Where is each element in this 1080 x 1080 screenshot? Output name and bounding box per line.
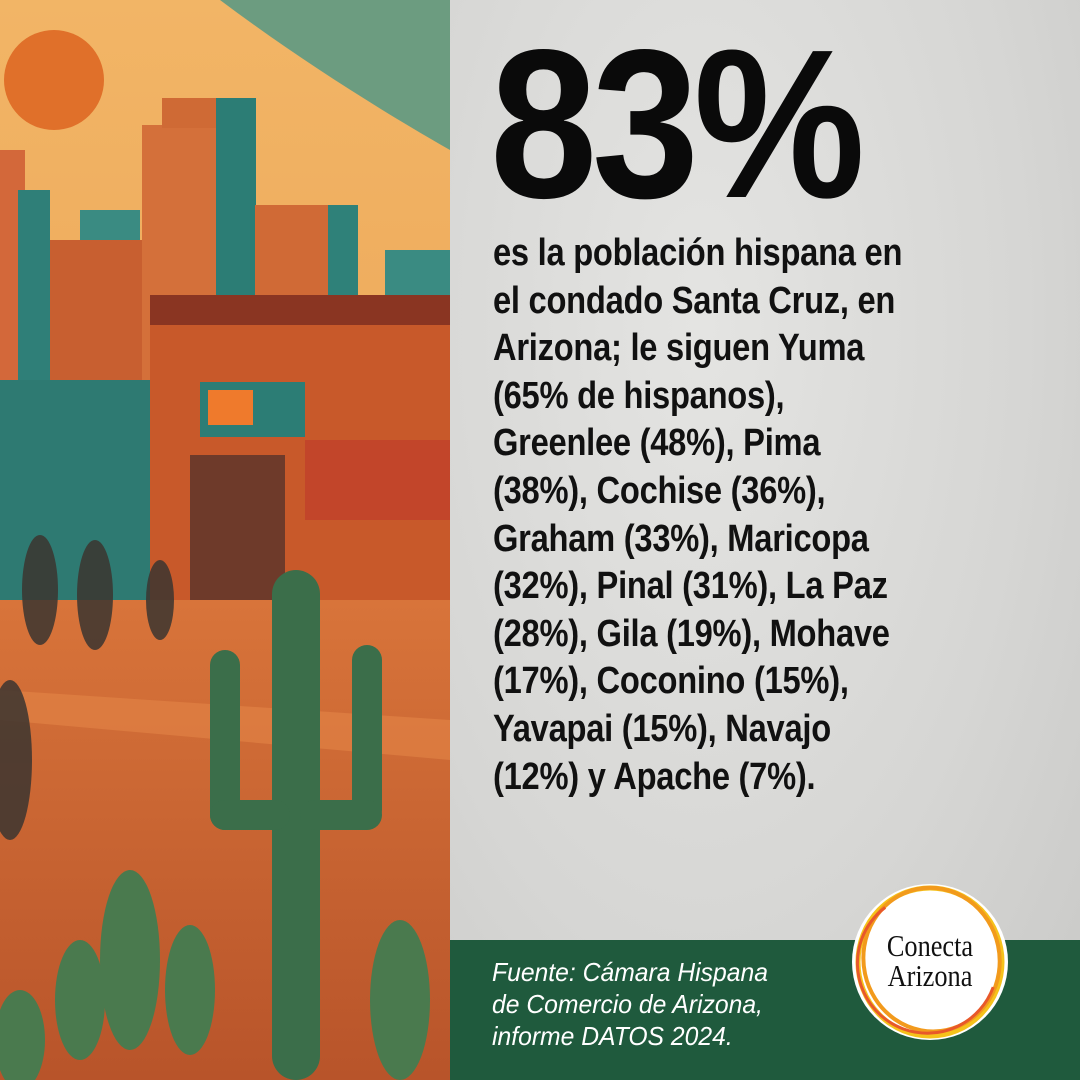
body-line: Greenlee (48%), Pima: [493, 422, 821, 465]
body-line: es la población hispana en: [493, 232, 903, 274]
body-line: (32%), Pinal (31%), La Paz: [493, 565, 888, 608]
sun: [4, 30, 104, 130]
body-text: es la población hispana en el condado Sa…: [493, 230, 969, 801]
body-line: Graham (33%), Maricopa: [493, 517, 869, 560]
logo-line1: Conecta: [887, 929, 973, 963]
headline-percent: 83%: [490, 5, 865, 242]
body-line: Arizona; le siguen Yuma: [493, 327, 865, 370]
saguaro-cactus: [210, 570, 382, 1080]
body-line: (17%), Coconino (15%),: [493, 660, 849, 703]
source-line: informe DATOS 2024.: [492, 1021, 733, 1051]
source-line: de Comercio de Arizona,: [492, 989, 763, 1019]
body-line: (12%) y Apache (7%).: [493, 755, 816, 798]
body-line: (38%), Cochise (36%),: [493, 469, 826, 512]
source-text: Fuente: Cámara Hispana de Comercio de Ar…: [492, 956, 782, 1052]
body-line: Yavapai (15%), Navajo: [493, 707, 831, 750]
body-line: el condado Santa Cruz, en: [493, 279, 896, 322]
body-line: (65% de hispanos),: [493, 374, 785, 417]
logo-line2: Arizona: [888, 959, 973, 993]
desert-city-illustration: [0, 0, 450, 1080]
body-line: (28%), Gila (19%), Mohave: [493, 612, 890, 655]
source-line: Fuente: Cámara Hispana: [492, 957, 768, 987]
conecta-arizona-logo: Conecta Arizona: [852, 884, 1008, 1040]
